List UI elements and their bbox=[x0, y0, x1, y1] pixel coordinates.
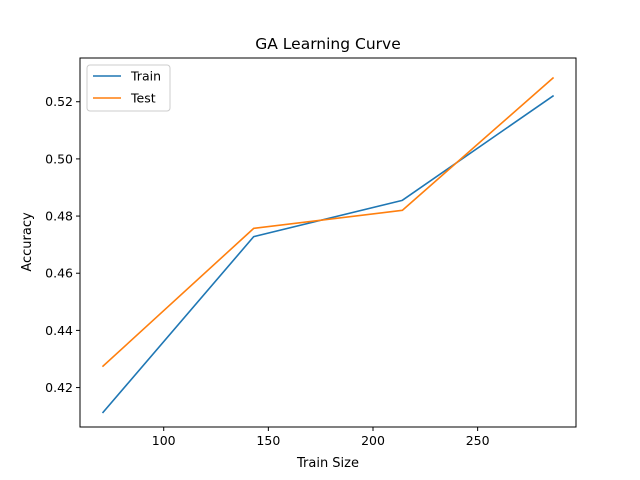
x-tick-label: 150 bbox=[256, 433, 280, 448]
y-tick-label: 0.50 bbox=[45, 151, 73, 166]
legend-label-train: Train bbox=[130, 69, 161, 84]
y-tick-label: 0.52 bbox=[45, 94, 73, 109]
y-axis: 0.42 0.44 0.46 0.48 0.50 0.52 bbox=[45, 94, 80, 395]
series-line-train bbox=[101, 94, 555, 414]
x-axis-label: Train Size bbox=[296, 456, 359, 471]
legend-label-test: Test bbox=[130, 91, 156, 106]
y-tick-label: 0.42 bbox=[45, 380, 73, 395]
y-tick-label: 0.44 bbox=[45, 323, 73, 338]
chart-title: GA Learning Curve bbox=[255, 35, 401, 53]
legend: Train Test bbox=[86, 64, 171, 112]
y-tick-label: 0.48 bbox=[45, 209, 73, 224]
x-axis: 100 150 200 250 bbox=[152, 427, 490, 448]
y-axis-label: Accuracy bbox=[20, 212, 35, 272]
series-line-test bbox=[101, 76, 555, 368]
x-tick-label: 200 bbox=[361, 433, 385, 448]
plot-frame bbox=[79, 57, 577, 428]
plot-area bbox=[79, 57, 577, 428]
series-lines bbox=[101, 76, 555, 414]
y-tick-label: 0.46 bbox=[45, 266, 73, 281]
x-tick-label: 250 bbox=[466, 433, 490, 448]
x-tick-label: 100 bbox=[152, 433, 176, 448]
